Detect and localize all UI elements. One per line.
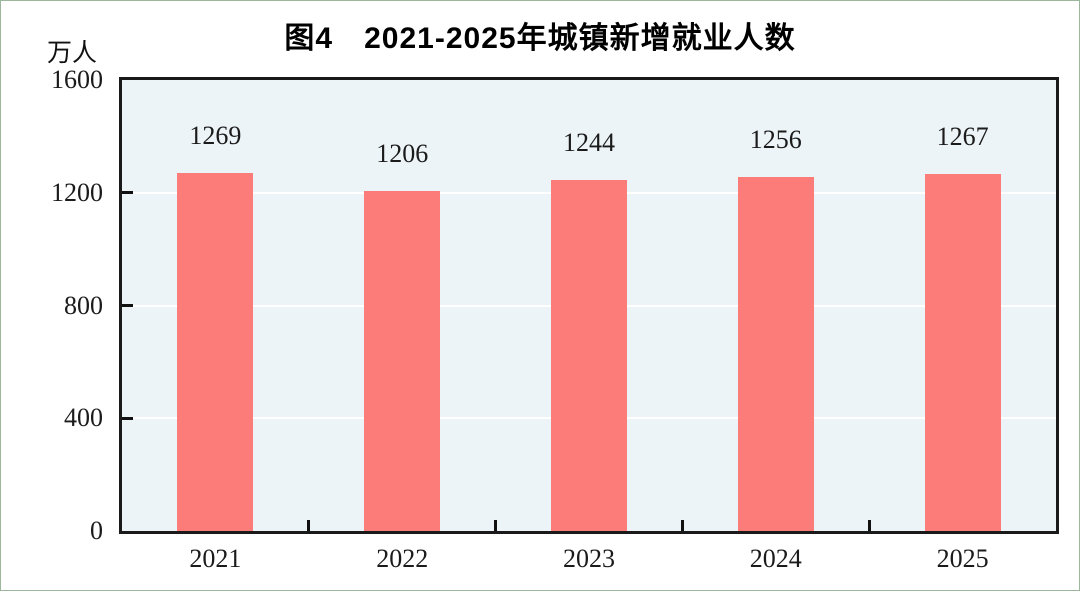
bar-2025	[924, 173, 1001, 531]
y-tick-label-1200: 1200	[51, 177, 103, 207]
y-axis-tick-1200	[122, 191, 133, 195]
x-tick-label-2021: 2021	[189, 544, 242, 573]
y-tick-label-0: 0	[90, 516, 103, 545]
y-axis-unit-label: 万人	[47, 40, 98, 67]
bar-value-label-2025: 1267	[936, 121, 989, 151]
bar-value-label-2022: 1206	[376, 139, 429, 169]
x-axis-tick-2	[494, 520, 498, 531]
x-tick-label-2022: 2022	[376, 544, 429, 573]
bar-2023	[551, 180, 627, 531]
x-tick-label-2023: 2023	[563, 544, 615, 573]
y-tick-label-400: 400	[64, 403, 103, 433]
bar-value-label-2024: 1256	[749, 124, 802, 154]
x-tick-label-2025: 2025	[936, 544, 989, 573]
y-axis-tick-800	[122, 304, 133, 307]
bar-2022	[364, 191, 441, 531]
bar-2021	[177, 173, 254, 531]
x-axis-tick-3	[680, 520, 684, 531]
chart-title: 图4 2021-2025年城镇新增就业人数	[284, 22, 796, 55]
bar-2024	[737, 176, 814, 531]
y-tick-label-800: 800	[64, 290, 103, 320]
y-axis-tick-400	[122, 416, 133, 420]
plot-area: 1269 1206 1244 1256 1267	[119, 77, 1059, 534]
y-tick-label-1600: 1600	[51, 65, 103, 94]
x-axis-tick-4	[867, 520, 871, 531]
bar-value-label-2023: 1244	[563, 128, 615, 158]
x-tick-label-2024: 2024	[749, 544, 802, 573]
bar-value-label-2021: 1269	[189, 121, 242, 151]
x-axis-tick-1	[307, 520, 311, 531]
